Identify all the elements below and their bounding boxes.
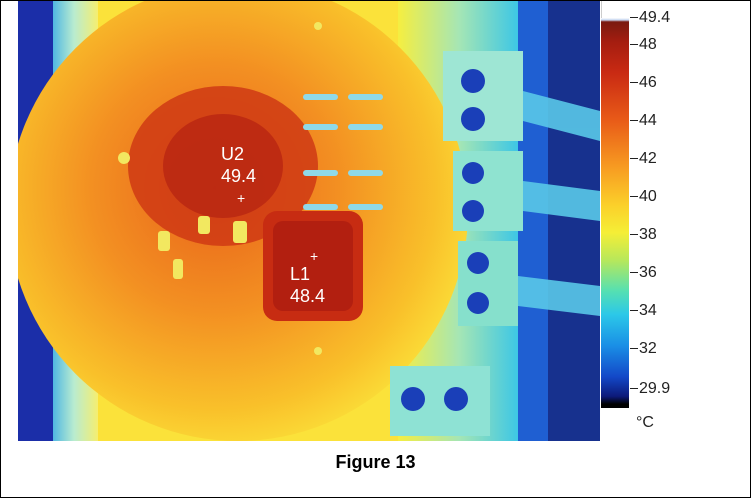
scale-unit: °C [636, 414, 654, 431]
scale-tick: 34 [630, 302, 657, 320]
scale-tick: 40 [630, 188, 657, 206]
scale-tick: 46 [630, 74, 657, 92]
color-scale-bar [601, 18, 629, 408]
scale-tick-value: 40 [639, 188, 657, 205]
u2-temperature: 49.4 [221, 166, 257, 186]
scale-tick: 38 [630, 226, 657, 244]
figure-caption: Figure 13 [335, 452, 416, 472]
scale-tick-value: 46 [639, 74, 657, 91]
scale-tick-value: 36 [639, 264, 657, 281]
scale-top-swatch [601, 1, 630, 18]
u2-crosshair: + [237, 190, 246, 206]
l1-crosshair: + [310, 248, 319, 264]
scale-tick-value: 42 [639, 150, 657, 167]
u2-label: U2 [221, 144, 245, 164]
scale-min-value: 29.9 [639, 380, 671, 397]
scale-tick-value: 32 [639, 340, 657, 357]
scale-max-label: 49.4 [630, 9, 670, 27]
scale-tick-value: 48 [639, 36, 657, 53]
l1-label: L1 [290, 264, 311, 284]
scale-tick-value: 38 [639, 226, 657, 243]
scale-tick: 32 [630, 340, 657, 358]
scale-tick-value: 44 [639, 112, 657, 129]
l1-temperature: 48.4 [290, 286, 326, 306]
scale-min-label: 29.9 [630, 380, 670, 398]
thermal-image-graphic [18, 1, 600, 441]
scale-tick: 48 [630, 36, 657, 54]
scale-tick: 44 [630, 112, 657, 130]
scale-max-value: 49.4 [639, 9, 671, 26]
scale-tick: 36 [630, 264, 657, 282]
thermal-image: + + U2 49.4 L1 48.4 [18, 1, 600, 441]
scale-tick-value: 34 [639, 302, 657, 319]
scale-tick: 42 [630, 150, 657, 168]
